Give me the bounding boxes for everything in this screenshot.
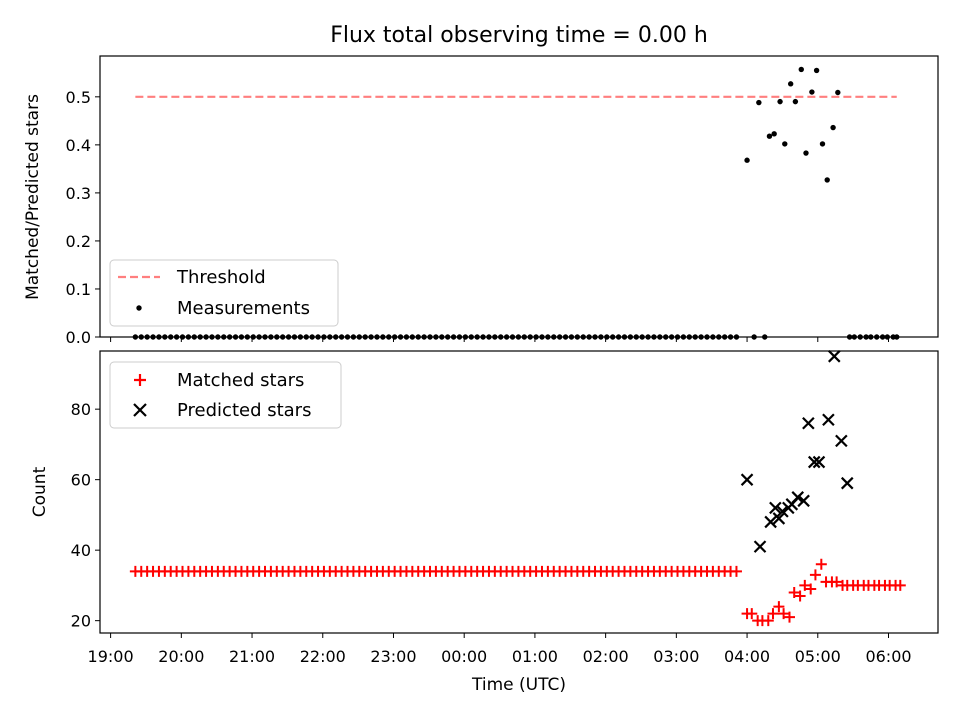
top-y-tick-label: 0.5	[66, 88, 91, 107]
matched-star-point	[762, 615, 774, 627]
matched-star-point	[831, 576, 843, 588]
measurement-point	[744, 157, 750, 163]
predicted-star-point	[802, 416, 815, 430]
measurement-point	[777, 98, 783, 105]
matched-star-point	[767, 608, 779, 620]
matched-legend-label: Matched stars	[177, 370, 304, 391]
predicted-star-point	[797, 494, 810, 508]
predicted-star-point	[822, 413, 835, 427]
x-tick-label: 21:00	[229, 647, 275, 666]
bottom-y-tick-label: 20	[71, 612, 91, 631]
measurement-point	[813, 67, 820, 74]
bottom-y-tick-label: 60	[71, 471, 91, 490]
measurement-point	[766, 133, 773, 139]
matched-star-point	[805, 583, 817, 595]
top-y-tick-label: 0.0	[66, 328, 91, 347]
matched-star-point	[746, 608, 758, 620]
x-tick-label: 01:00	[512, 647, 558, 666]
threshold-legend-label: Threshold	[176, 267, 266, 288]
top-axes-frame	[99, 55, 939, 338]
top-y-axis-label: Matched/Predicted stars	[23, 94, 43, 300]
x-tick-label: 04:00	[724, 647, 770, 666]
bottom-y-ticks: 20 40 60 80	[71, 400, 100, 631]
top-y-tick-label: 0.4	[66, 136, 91, 155]
predicted-legend-label: Predicted stars	[177, 400, 311, 421]
x-tick-label: 05:00	[795, 647, 841, 666]
top-legend-box	[109, 259, 339, 327]
x-tick-label: 20:00	[158, 647, 204, 666]
bottom-y-tick-label: 40	[71, 541, 91, 560]
measurements-legend-label: Measurements	[177, 298, 310, 319]
bottom-plot-marks	[129, 350, 906, 627]
measurement-point	[798, 66, 804, 73]
bottom-y-axis-label: Count	[30, 466, 50, 517]
predicted-star-point	[812, 455, 826, 469]
measurement-point	[803, 150, 809, 156]
measurement-point	[787, 81, 794, 87]
x-tick-label: 00:00	[441, 647, 487, 666]
x-tick-label: 03:00	[653, 647, 699, 666]
predicted-star-point	[740, 473, 754, 486]
matched-legend-swatch	[134, 374, 146, 386]
ratio-panel: Flux total observing time = 0.00 h Match…	[23, 23, 939, 347]
matched-star-point	[773, 601, 785, 613]
measurement-point	[819, 141, 826, 147]
predicted-star-point	[828, 350, 841, 363]
matched-star-point	[894, 579, 906, 591]
x-tick-label: 22:00	[300, 647, 346, 666]
chart-title: Flux total observing time = 0.00 h	[330, 23, 708, 48]
predicted-star-point	[776, 505, 789, 518]
bottom-x-ticks: 19:00 20:00 21:00 22:00 23:00 00:00 01:00 02:00…	[88, 633, 912, 666]
measurement-point	[771, 131, 777, 137]
matched-star-point	[799, 579, 811, 591]
bottom-y-tick-label: 80	[71, 400, 91, 419]
matched-star-point	[794, 590, 806, 602]
top-legend: Threshold Measurements	[109, 259, 339, 327]
measurement-point	[782, 141, 788, 147]
matched-star-point	[809, 569, 821, 581]
x-tick-label: 23:00	[370, 647, 416, 666]
top-y-tick-label: 0.3	[66, 184, 91, 203]
predicted-star-point	[807, 455, 821, 469]
predicted-star-point	[769, 501, 782, 515]
predicted-star-point	[791, 491, 805, 504]
x-tick-label: 06:00	[865, 647, 911, 666]
bottom-legend-box	[109, 361, 342, 429]
measurement-point	[809, 89, 815, 95]
top-y-tick-label: 0.2	[66, 232, 91, 251]
measurement-point	[756, 99, 762, 106]
matched-star-point	[783, 611, 795, 623]
top-y-ticks: 0.0 0.1 0.2 0.3 0.4 0.5	[66, 88, 100, 347]
predicted-star-point	[772, 512, 786, 525]
predicted-legend-swatch	[133, 403, 147, 417]
predicted-star-point	[840, 476, 854, 490]
bottom-axes-frame	[99, 350, 939, 634]
predicted-star-point	[753, 540, 767, 553]
measurement-point	[792, 98, 799, 105]
count-panel: Count Time (UTC) 20 40 60 80 19:00 20:00 21:0…	[30, 350, 939, 695]
x-axis-label: Time (UTC)	[471, 675, 566, 695]
matched-star-point	[815, 558, 827, 570]
matched-star-point	[778, 608, 790, 620]
measurements-legend-swatch	[136, 305, 142, 311]
top-y-tick-label: 0.1	[66, 280, 91, 299]
measurement-point	[835, 89, 841, 96]
measurement-point	[830, 124, 836, 131]
predicted-star-point	[835, 434, 848, 448]
measurement-point	[824, 177, 830, 183]
x-tick-label: 19:00	[88, 647, 134, 666]
predicted-star-point	[764, 515, 777, 529]
matched-star-point	[730, 565, 742, 577]
x-tick-label: 02:00	[583, 647, 629, 666]
bottom-legend: Matched stars Predicted stars	[109, 361, 342, 429]
matched-star-point	[788, 586, 800, 598]
